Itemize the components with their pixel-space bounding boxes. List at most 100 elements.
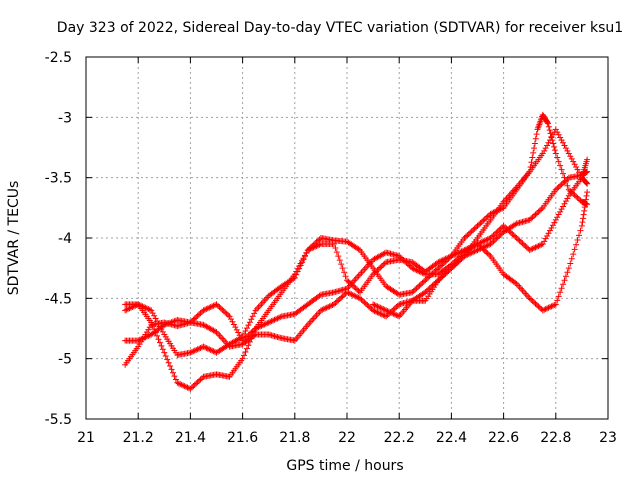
- data-point: [127, 304, 134, 311]
- data-point: [555, 293, 562, 300]
- data-point: [533, 210, 540, 217]
- y-tick-label: -5.5: [45, 412, 72, 428]
- data-point: [554, 297, 561, 304]
- data-point: [316, 241, 323, 248]
- series-track-d: [122, 126, 591, 359]
- data-point: [544, 142, 551, 149]
- data-point: [146, 306, 153, 313]
- data-point: [497, 231, 504, 238]
- data-point: [519, 240, 526, 247]
- y-tick-label: -4: [58, 231, 72, 247]
- data-point: [323, 304, 330, 311]
- data-point: [332, 245, 339, 252]
- y-axis-label: SDTVAR / TECUs: [6, 181, 22, 296]
- data-point: [439, 273, 446, 280]
- data-point: [538, 206, 545, 213]
- data-point: [533, 302, 540, 309]
- data-point: [384, 308, 391, 315]
- data-point: [190, 348, 197, 355]
- data-point: [159, 346, 166, 353]
- data-point: [355, 246, 362, 253]
- data-point: [320, 306, 327, 313]
- data-point: [531, 140, 538, 147]
- x-tick-label: 21.8: [279, 430, 310, 446]
- data-point: [375, 304, 382, 311]
- data-point: [548, 133, 555, 140]
- data-point: [185, 385, 192, 392]
- data-point: [526, 216, 533, 223]
- data-point: [200, 307, 207, 314]
- data-point: [265, 319, 272, 326]
- data-point: [254, 324, 261, 331]
- data-point: [196, 377, 203, 384]
- data-point: [351, 292, 358, 299]
- data-point: [552, 301, 559, 308]
- data-point: [239, 355, 246, 362]
- data-point: [335, 297, 342, 304]
- data-point: [374, 309, 381, 316]
- data-point: [249, 328, 256, 335]
- data-point: [245, 342, 252, 349]
- data-point: [542, 235, 549, 242]
- data-point: [478, 239, 485, 246]
- data-point: [546, 127, 553, 134]
- data-point: [561, 174, 568, 181]
- data-point: [532, 300, 539, 307]
- x-tick-label: 21.4: [175, 430, 206, 446]
- data-point: [207, 346, 214, 353]
- data-point: [167, 363, 174, 370]
- data-point: [317, 307, 324, 314]
- data-point: [573, 163, 580, 170]
- data-point: [574, 237, 581, 244]
- data-point: [204, 305, 211, 312]
- data-point: [241, 352, 248, 359]
- data-point: [219, 306, 226, 313]
- series-track-e: [370, 111, 591, 320]
- data-point: [319, 306, 326, 313]
- data-point: [529, 245, 536, 252]
- data-point: [477, 220, 484, 227]
- data-point: [531, 212, 538, 219]
- data-point: [549, 137, 556, 144]
- data-point: [335, 253, 342, 260]
- data-point: [568, 155, 575, 162]
- data-point: [145, 332, 152, 339]
- data-point: [233, 326, 240, 333]
- data-point: [565, 186, 572, 193]
- data-point: [580, 215, 587, 222]
- data-point: [245, 322, 252, 329]
- data-point: [174, 379, 181, 386]
- data-point: [564, 147, 571, 154]
- data-point: [393, 304, 400, 311]
- data-point: [533, 131, 540, 138]
- data-point: [154, 318, 161, 325]
- data-point: [241, 330, 248, 337]
- data-point: [338, 261, 345, 268]
- data-point: [420, 278, 427, 285]
- data-point: [346, 290, 353, 297]
- data-point: [304, 247, 311, 254]
- data-point: [201, 306, 208, 313]
- data-point: [515, 236, 522, 243]
- data-point: [584, 201, 591, 208]
- data-point: [557, 289, 564, 296]
- data-point: [583, 180, 590, 187]
- data-point: [193, 380, 200, 387]
- data-point: [355, 287, 362, 294]
- data-point: [310, 244, 317, 251]
- data-point: [491, 237, 498, 244]
- data-point: [235, 329, 242, 336]
- data-point: [493, 229, 500, 236]
- data-point: [138, 302, 145, 309]
- data-point: [435, 265, 442, 272]
- data-point: [136, 302, 143, 309]
- data-point: [526, 168, 533, 175]
- data-point: [551, 302, 558, 309]
- data-point: [155, 336, 162, 343]
- data-point: [527, 163, 534, 170]
- x-tick-label: 21.2: [123, 430, 154, 446]
- data-point: [346, 279, 353, 286]
- data-point: [576, 232, 582, 239]
- data-point: [338, 294, 345, 301]
- data-point: [539, 307, 546, 314]
